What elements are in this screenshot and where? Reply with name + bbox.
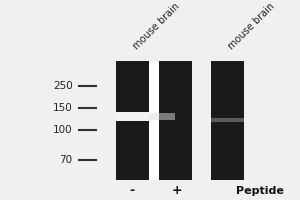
Text: mouse brain: mouse brain	[226, 2, 276, 52]
Text: mouse brain: mouse brain	[131, 2, 181, 52]
Text: +: +	[171, 184, 182, 197]
Text: 150: 150	[53, 103, 73, 113]
Bar	[148, 61, 159, 180]
Bar	[159, 61, 192, 180]
Bar	[211, 118, 244, 122]
Text: 70: 70	[60, 155, 73, 165]
Text: Peptide: Peptide	[236, 186, 284, 196]
Bar	[148, 113, 175, 120]
Text: 100: 100	[53, 125, 73, 135]
Bar	[116, 112, 148, 121]
Text: -: -	[130, 184, 135, 197]
Bar	[116, 61, 148, 180]
Text: 250: 250	[53, 81, 73, 91]
Bar	[211, 61, 244, 180]
